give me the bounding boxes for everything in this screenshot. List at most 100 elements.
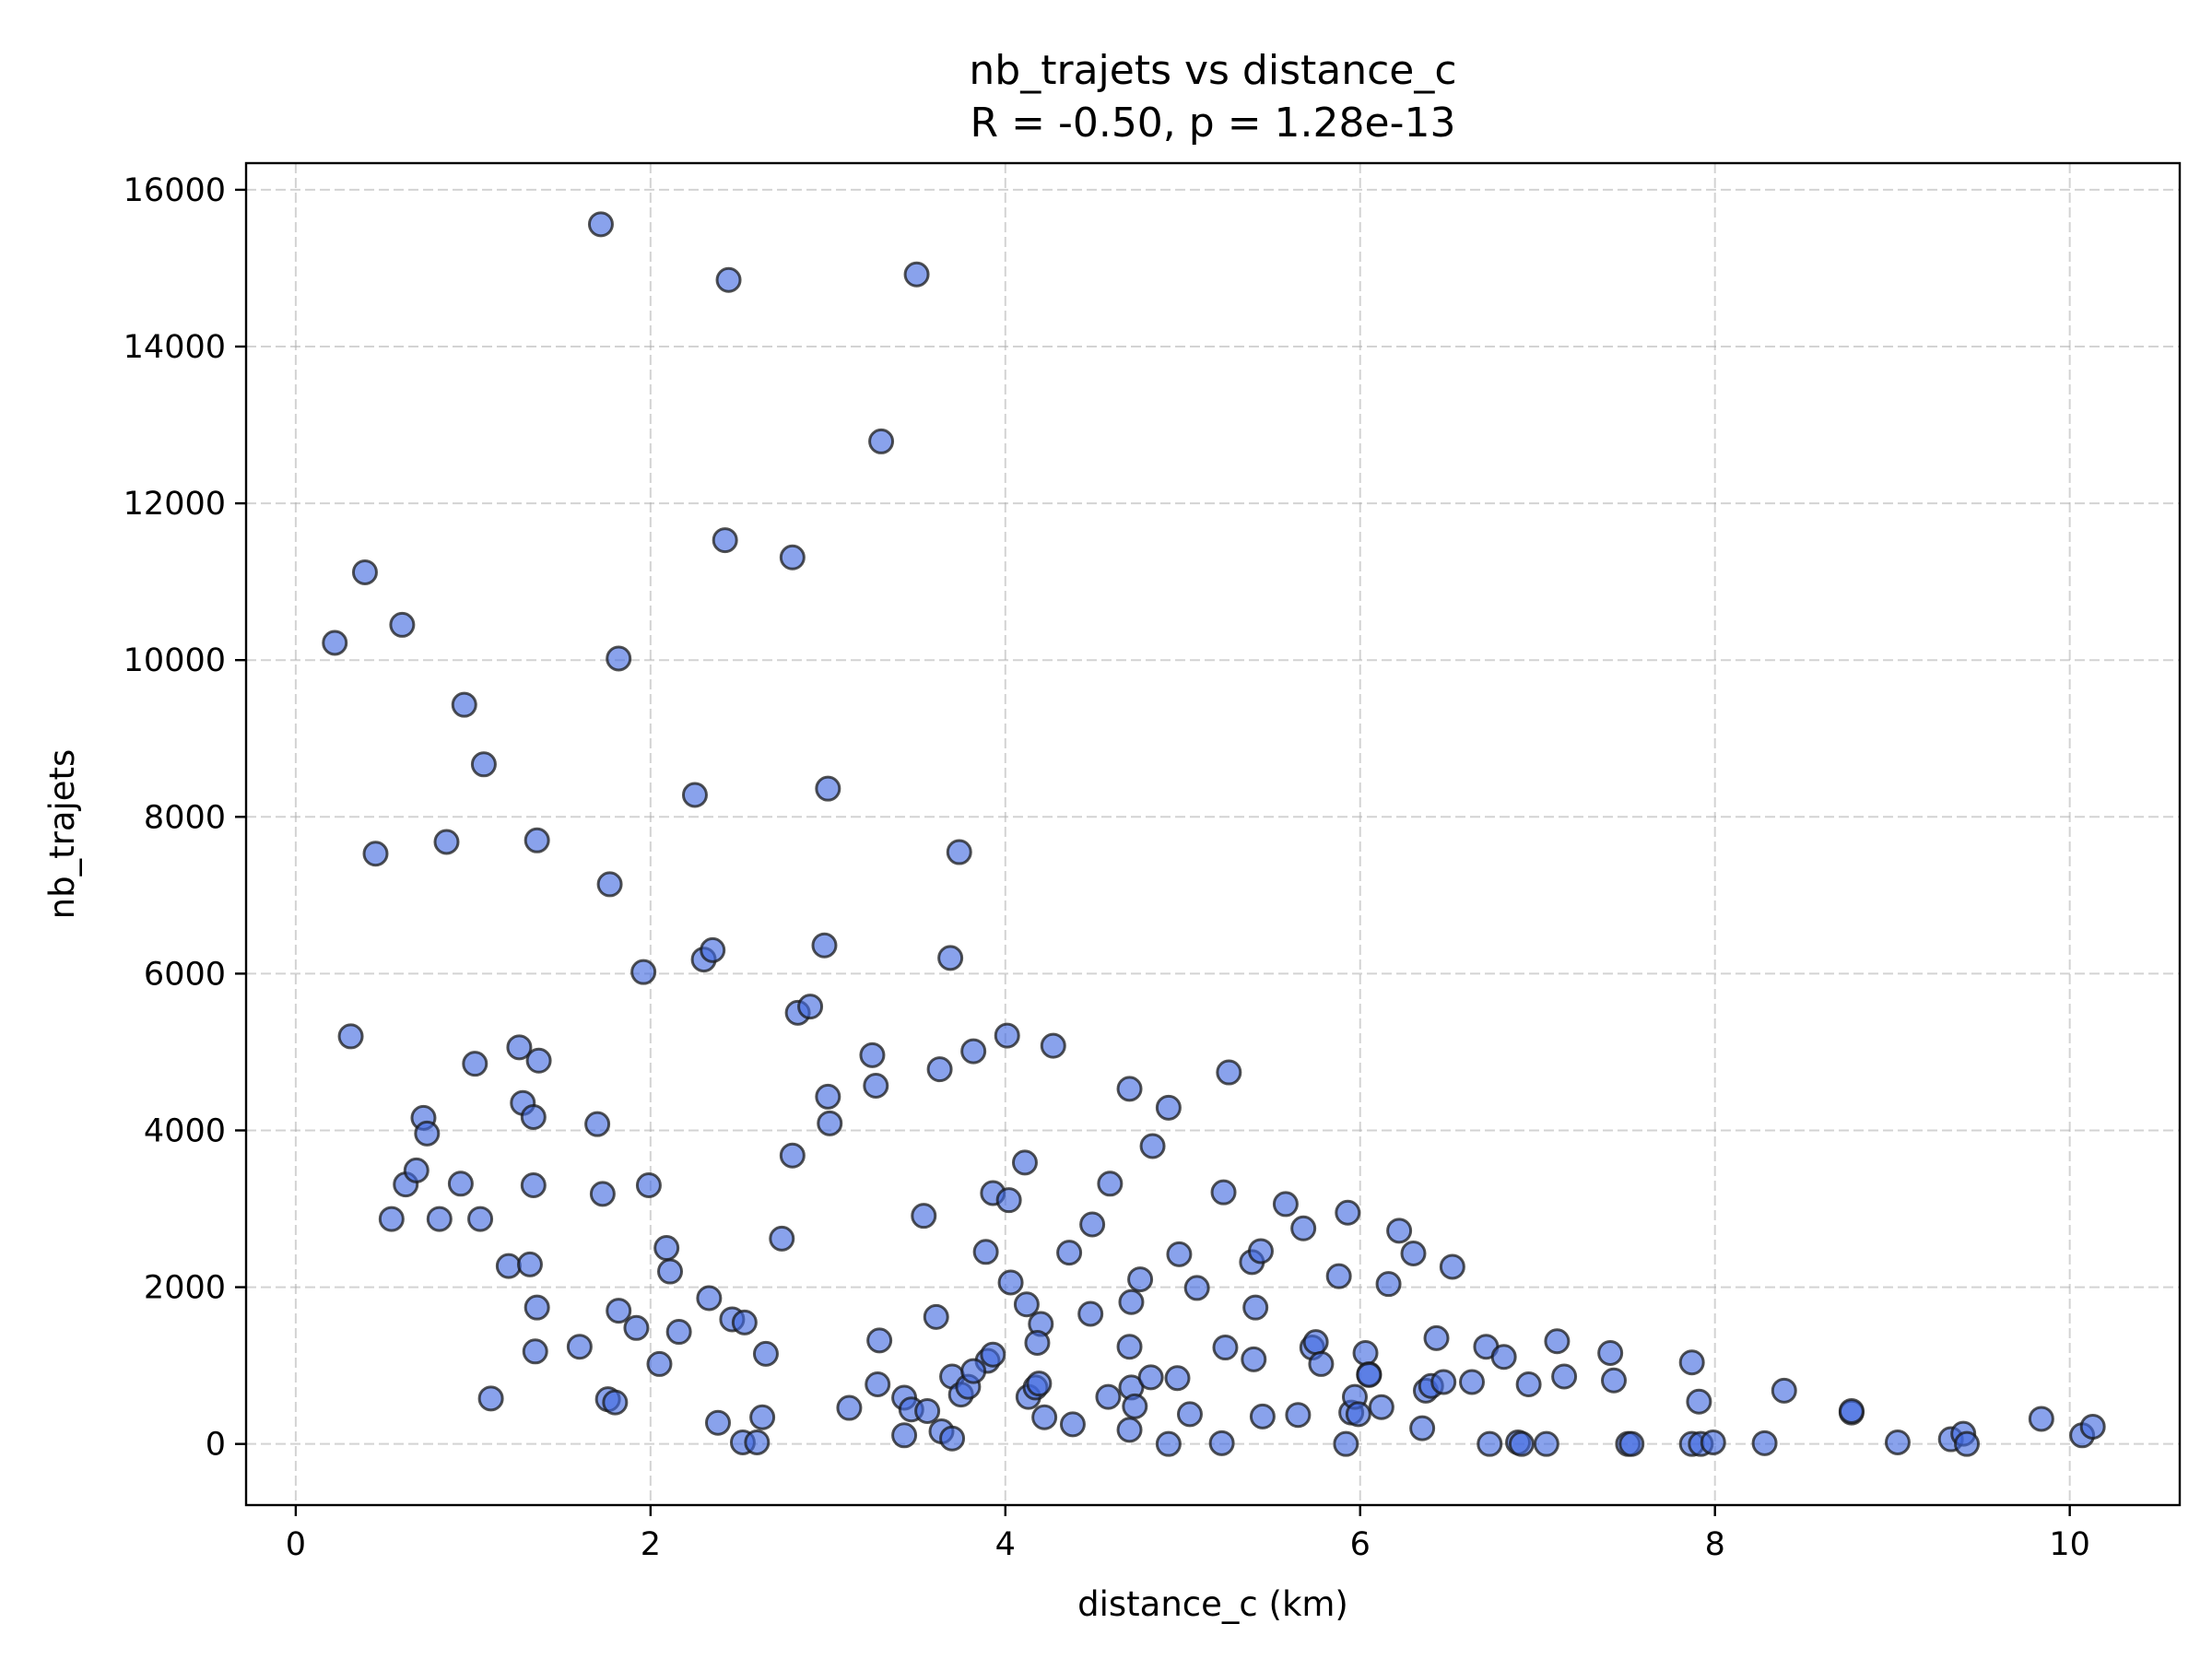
y-tick-label: 14000 — [124, 329, 226, 366]
scatter-point — [1214, 1336, 1237, 1359]
scatter-point — [1178, 1403, 1201, 1426]
scatter-point — [1118, 1418, 1141, 1441]
scatter-point — [586, 1112, 609, 1135]
y-axis-label: nb_trajets — [42, 749, 82, 920]
scatter-point — [1517, 1373, 1540, 1396]
scatter-point — [1210, 1431, 1233, 1454]
scatter-point — [870, 429, 893, 453]
x-axis-label: distance_c (km) — [1077, 1584, 1348, 1624]
scatter-point — [1120, 1290, 1143, 1313]
scatter-point — [1327, 1265, 1350, 1288]
scatter-point — [868, 1329, 891, 1352]
scatter-point — [813, 934, 836, 957]
x-tick-label: 2 — [641, 1526, 661, 1563]
scatter-point — [497, 1254, 520, 1277]
scatter-point — [469, 1207, 492, 1230]
scatter-point — [1141, 1135, 1164, 1158]
scatter-point — [1304, 1331, 1327, 1354]
scatter-point — [997, 1189, 1020, 1212]
scatter-point — [1157, 1096, 1180, 1119]
scatter-point — [464, 1053, 487, 1076]
scatter-point — [518, 1253, 541, 1276]
scatter-point — [781, 546, 804, 569]
scatter-point — [1478, 1432, 1501, 1455]
scatter-point — [1335, 1432, 1358, 1455]
scatter-point — [589, 213, 612, 236]
scatter-point — [453, 693, 476, 716]
scatter-point — [1033, 1406, 1056, 1429]
scatter-point — [472, 753, 495, 776]
y-tick-label: 6000 — [144, 956, 226, 993]
x-tick-label: 10 — [2049, 1526, 2090, 1563]
scatter-point — [607, 1300, 630, 1323]
scatter-point — [648, 1352, 671, 1375]
scatter-point — [632, 960, 655, 983]
scatter-point — [754, 1342, 777, 1365]
scatter-point — [1753, 1431, 1776, 1454]
scatter-point — [1061, 1413, 1084, 1436]
scatter-point — [1701, 1430, 1724, 1453]
x-tick-label: 8 — [1705, 1526, 1725, 1563]
scatter-point — [1510, 1432, 1533, 1455]
scatter-point — [1310, 1352, 1333, 1375]
scatter-point — [974, 1241, 997, 1264]
scatter-point — [1013, 1151, 1036, 1174]
scatter-point — [655, 1237, 678, 1260]
scatter-point — [1680, 1351, 1703, 1374]
scatter-point — [1287, 1404, 1310, 1427]
scatter-point — [607, 647, 630, 670]
scatter-point — [865, 1075, 888, 1098]
y-tick-label: 10000 — [124, 642, 226, 679]
scatter-point — [1058, 1241, 1081, 1265]
chart-title: nb_trajets vs distance_c — [969, 47, 1456, 94]
scatter-point — [713, 529, 736, 552]
scatter-point — [982, 1343, 1005, 1366]
scatter-point — [905, 263, 928, 286]
scatter-point — [637, 1174, 660, 1197]
scatter-point — [1292, 1217, 1315, 1240]
x-tick-label: 4 — [995, 1526, 1016, 1563]
scatter-point — [717, 268, 740, 291]
x-tick-label: 0 — [286, 1526, 306, 1563]
scatter-point — [380, 1207, 403, 1230]
chart-subtitle: R = -0.50, p = 1.28e-13 — [971, 100, 1456, 147]
scatter-point — [1688, 1390, 1711, 1413]
scatter-point — [324, 631, 347, 654]
scatter-point — [2081, 1415, 2104, 1438]
scatter-point — [746, 1430, 769, 1453]
scatter-point — [698, 1287, 721, 1310]
scatter-point — [1411, 1417, 1434, 1440]
scatter-point — [838, 1396, 861, 1419]
scatter-point — [1772, 1379, 1795, 1402]
scatter-point — [1041, 1034, 1065, 1057]
scatter-point — [598, 873, 621, 896]
scatter-point — [1168, 1242, 1191, 1265]
scatter-point — [893, 1424, 916, 1447]
scatter-point — [1185, 1277, 1208, 1300]
scatter-point — [861, 1043, 884, 1066]
scatter-point — [405, 1159, 428, 1182]
y-tick-label: 0 — [206, 1427, 226, 1464]
scatter-point — [1242, 1347, 1265, 1371]
y-tick-label: 8000 — [144, 799, 226, 836]
scatter-point — [1336, 1201, 1359, 1224]
scatter-point — [428, 1207, 451, 1230]
scatter-point — [924, 1305, 947, 1328]
scatter-point — [604, 1391, 627, 1414]
scatter-point — [364, 842, 387, 865]
scatter-point — [1602, 1369, 1625, 1392]
scatter-point — [1377, 1273, 1400, 1296]
scatter-point — [1354, 1342, 1377, 1365]
scatter-point — [962, 1040, 985, 1063]
scatter-point — [1118, 1077, 1141, 1100]
scatter-point — [2030, 1407, 2053, 1430]
scatter-point — [1026, 1331, 1049, 1354]
scatter-point — [999, 1271, 1022, 1294]
scatter-point — [1129, 1268, 1152, 1291]
scatter-point — [525, 829, 548, 852]
scatter-point — [1218, 1061, 1241, 1084]
scatter-point — [1118, 1335, 1141, 1359]
scatter-point — [339, 1025, 362, 1048]
scatter-point — [1620, 1432, 1643, 1455]
